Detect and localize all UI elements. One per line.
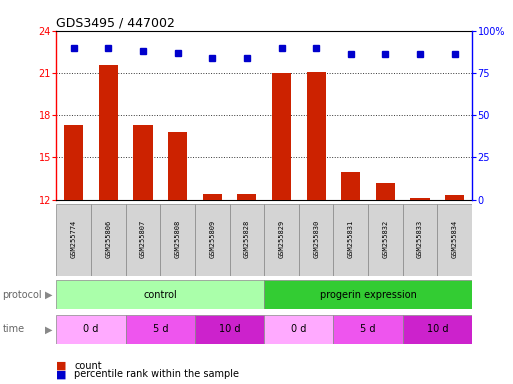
Text: protocol: protocol [3, 290, 42, 300]
Bar [203, 194, 222, 200]
Text: 5 d: 5 d [360, 324, 376, 334]
Text: GSM255808: GSM255808 [174, 219, 181, 258]
Text: GSM255833: GSM255833 [417, 219, 423, 258]
Text: GSM255829: GSM255829 [279, 219, 285, 258]
Bar [56, 204, 91, 276]
Text: GSM255832: GSM255832 [382, 219, 388, 258]
Text: time: time [3, 324, 25, 334]
Bar [437, 204, 472, 276]
Text: 10 d: 10 d [427, 324, 448, 334]
Text: GSM255807: GSM255807 [140, 219, 146, 258]
Text: ▶: ▶ [45, 324, 53, 334]
Text: ■: ■ [56, 361, 67, 371]
Text: ▶: ▶ [45, 290, 53, 300]
Bar [126, 204, 160, 276]
Bar [160, 204, 195, 276]
Bar [341, 172, 360, 200]
Bar [368, 204, 403, 276]
Bar [272, 73, 291, 200]
Bar [133, 125, 152, 200]
Bar [333, 315, 403, 344]
Text: control: control [144, 290, 177, 300]
Bar [333, 204, 368, 276]
Text: 0 d: 0 d [291, 324, 306, 334]
Bar [195, 204, 229, 276]
Bar [376, 183, 395, 200]
Text: GSM255828: GSM255828 [244, 219, 250, 258]
Bar [307, 71, 326, 200]
Bar [195, 315, 264, 344]
Text: GSM255830: GSM255830 [313, 219, 319, 258]
Text: GSM255809: GSM255809 [209, 219, 215, 258]
Text: GDS3495 / 447002: GDS3495 / 447002 [56, 17, 175, 30]
Bar [126, 315, 195, 344]
Text: ■: ■ [56, 369, 67, 379]
Text: 5 d: 5 d [152, 324, 168, 334]
Bar [229, 204, 264, 276]
Text: progerin expression: progerin expression [320, 290, 417, 300]
Bar [445, 195, 464, 200]
Text: GSM255774: GSM255774 [71, 219, 77, 258]
Bar [264, 315, 333, 344]
Bar [403, 204, 437, 276]
Bar [99, 65, 118, 200]
Text: count: count [74, 361, 102, 371]
Bar [64, 125, 83, 200]
Bar [264, 204, 299, 276]
Bar [91, 204, 126, 276]
Bar [56, 280, 264, 309]
Bar [410, 198, 429, 200]
Bar [264, 280, 472, 309]
Text: GSM255806: GSM255806 [105, 219, 111, 258]
Bar [299, 204, 333, 276]
Bar [168, 132, 187, 200]
Text: 10 d: 10 d [219, 324, 240, 334]
Text: GSM255831: GSM255831 [348, 219, 354, 258]
Bar [56, 315, 126, 344]
Text: 0 d: 0 d [84, 324, 98, 334]
Bar [403, 315, 472, 344]
Text: GSM255834: GSM255834 [451, 219, 458, 258]
Bar [238, 194, 256, 200]
Text: percentile rank within the sample: percentile rank within the sample [74, 369, 240, 379]
